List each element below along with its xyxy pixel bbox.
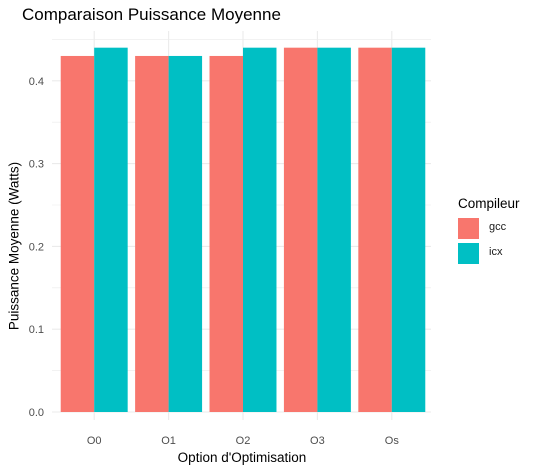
- bars: [60, 47, 426, 413]
- bar-gcc-O0: [60, 55, 95, 413]
- x-axis-title: Option d'Optimisation: [177, 450, 307, 465]
- bar-icx-Os: [391, 47, 426, 413]
- y-tick-label: 0.3: [29, 159, 44, 171]
- chart-title: Comparaison Puissance Moyenne: [22, 5, 281, 24]
- x-tick-label: Os: [385, 435, 400, 447]
- bar-gcc-O3: [283, 47, 318, 413]
- x-tick-label: O0: [87, 435, 102, 447]
- bar-icx-O1: [168, 55, 203, 413]
- bar-icx-O0: [94, 47, 128, 413]
- x-tick-label: O2: [236, 435, 251, 447]
- bar-icx-O2: [243, 47, 277, 413]
- bar-gcc-Os: [358, 47, 392, 413]
- y-tick-label: 0.2: [29, 241, 44, 253]
- y-axis-title: Puissance Moyenne (Watts): [6, 161, 22, 331]
- y-tick-label: 0.1: [29, 324, 44, 336]
- legend-label-gcc: gcc: [489, 221, 507, 233]
- bar-gcc-O1: [135, 55, 169, 413]
- x-tick-label: O3: [310, 435, 325, 447]
- bar-icx-O3: [317, 47, 351, 413]
- legend-swatch-gcc: [458, 218, 479, 239]
- x-tick-label: O1: [161, 435, 176, 447]
- legend-swatch-icx: [458, 243, 479, 264]
- legend-label-icx: icx: [489, 246, 503, 258]
- bar-gcc-O2: [209, 55, 243, 413]
- y-tick-label: 0.0: [29, 407, 44, 419]
- legend-title: Compileur: [458, 196, 520, 211]
- axis-tick-labels: 0.0 0.1 0.2 0.3 0.4 O0 O1 O2 O3 Os: [29, 76, 400, 447]
- y-tick-label: 0.4: [29, 76, 44, 88]
